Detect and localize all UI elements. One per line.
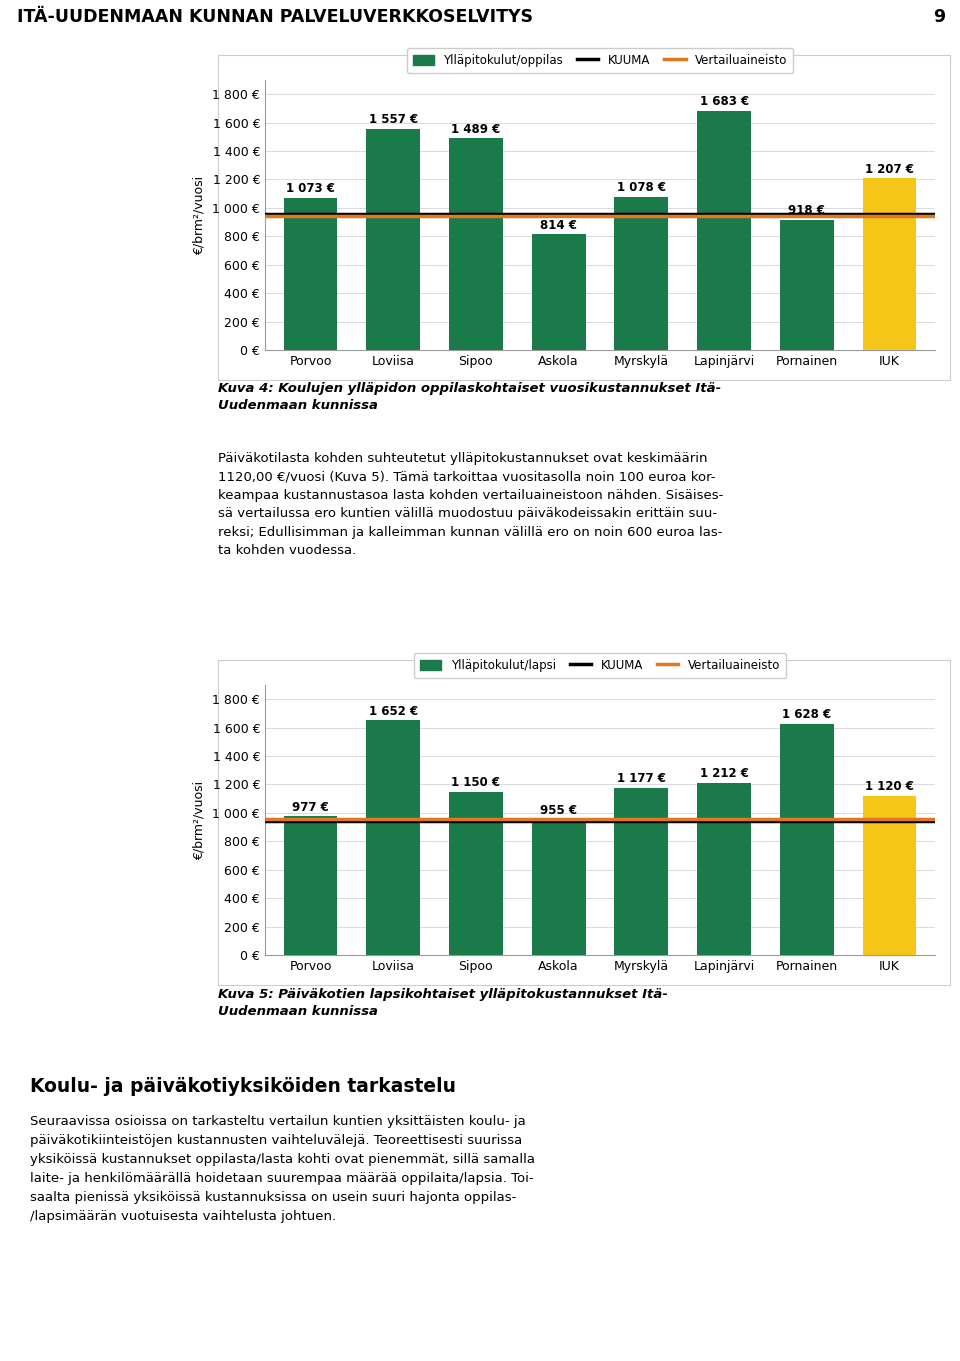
Text: ITÄ-UUDENMAAN KUNNAN PALVELUVERKKOSELVITYS: ITÄ-UUDENMAAN KUNNAN PALVELUVERKKOSELVIT… [17,8,534,26]
Text: 977 €: 977 € [292,800,329,814]
Text: 1 683 €: 1 683 € [700,95,749,109]
Bar [614,197,668,350]
Text: 9: 9 [933,8,946,26]
Text: 955 €: 955 € [540,804,577,817]
Text: 918 €: 918 € [788,204,826,216]
Bar [532,819,586,955]
Bar [863,796,917,955]
Bar [614,788,668,955]
Bar [367,720,420,955]
Bar [697,783,751,955]
Text: 1 628 €: 1 628 € [782,708,831,721]
Y-axis label: €/brm²/vuosi: €/brm²/vuosi [192,780,205,860]
Text: 1 120 €: 1 120 € [865,780,914,793]
Bar [863,178,917,350]
Text: 1 078 €: 1 078 € [617,181,666,195]
Text: 1 212 €: 1 212 € [700,768,749,780]
Bar [697,110,751,350]
Bar [449,792,503,955]
Text: Seuraavissa osioissa on tarkasteltu vertailun kuntien yksittäisten koulu- ja
päi: Seuraavissa osioissa on tarkasteltu vert… [30,1115,535,1224]
Bar [449,139,503,350]
Text: Kuva 4: Koulujen ylläpidon oppilaskohtaiset vuosikustannukset Itä-
Uudenmaan kun: Kuva 4: Koulujen ylläpidon oppilaskohtai… [218,382,721,412]
Text: 1 207 €: 1 207 € [865,163,914,176]
Text: Koulu- ja päiväkotiyksiköiden tarkastelu: Koulu- ja päiväkotiyksiköiden tarkastelu [30,1077,456,1096]
Text: 1 652 €: 1 652 € [369,705,418,717]
Bar [780,219,833,350]
Bar [367,129,420,350]
Text: 1 557 €: 1 557 € [369,113,418,127]
Text: Päiväkotilasta kohden suhteutetut ylläpitokustannukset ovat keskimäärin
1120,00 : Päiväkotilasta kohden suhteutetut ylläpi… [218,452,724,557]
Bar [283,817,337,955]
Bar [283,197,337,350]
Text: 814 €: 814 € [540,219,577,231]
Bar [532,234,586,350]
Text: 1 150 €: 1 150 € [451,776,500,789]
Legend: Ylläpitokulut/oppilas, KUUMA, Vertailuaineisto: Ylläpitokulut/oppilas, KUUMA, Vertailuai… [407,48,793,73]
Y-axis label: €/brm²/vuosi: €/brm²/vuosi [192,176,205,255]
Text: 1 489 €: 1 489 € [451,122,500,136]
Text: 1 177 €: 1 177 € [617,772,666,785]
Bar [780,724,833,955]
Text: Kuva 5: Päiväkotien lapsikohtaiset ylläpitokustannukset Itä-
Uudenmaan kunnissa: Kuva 5: Päiväkotien lapsikohtaiset ylläp… [218,988,668,1018]
Legend: Ylläpitokulut/lapsi, KUUMA, Vertailuaineisto: Ylläpitokulut/lapsi, KUUMA, Vertailuaine… [414,653,786,678]
Text: 1 073 €: 1 073 € [286,182,335,195]
